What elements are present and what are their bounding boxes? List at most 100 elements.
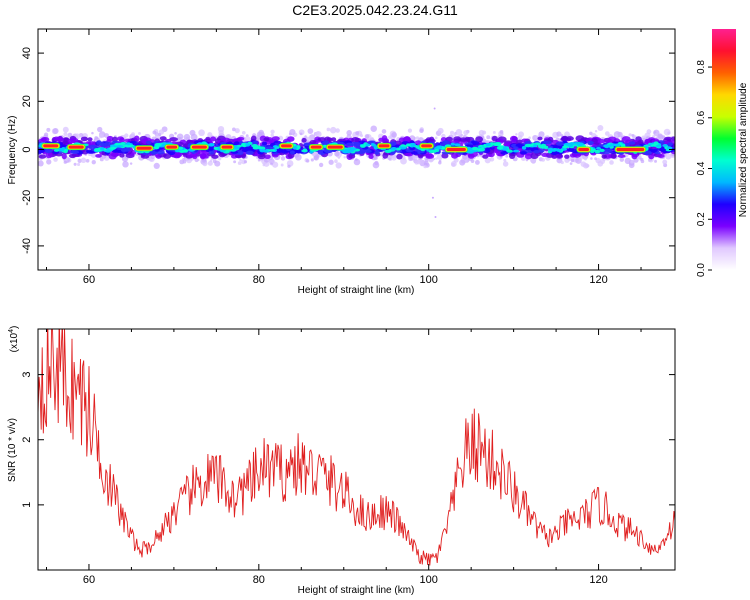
spectrogram-cell bbox=[647, 159, 651, 162]
spectrogram-cell bbox=[630, 160, 634, 164]
spectrogram-cell bbox=[201, 158, 207, 163]
spectrogram-cell bbox=[200, 153, 207, 159]
spectrogram-cell bbox=[415, 136, 420, 140]
spectrogram-cell bbox=[560, 160, 564, 165]
spectrogram-cell bbox=[239, 158, 242, 162]
spectrogram-cell bbox=[533, 144, 538, 148]
colorbar-tick-label: 0.8 bbox=[696, 60, 707, 74]
spectrogram-cell bbox=[368, 154, 374, 160]
spectrogram-cell bbox=[354, 158, 358, 162]
spectrogram-cell bbox=[241, 130, 246, 135]
spectrogram-cell bbox=[599, 148, 605, 152]
spectrogram-cell bbox=[270, 133, 274, 137]
colorbar-tick-label: 0.0 bbox=[696, 263, 707, 277]
spectrogram-cell bbox=[436, 153, 443, 160]
spectrogram-cell bbox=[425, 153, 433, 158]
spectrogram-cell bbox=[252, 146, 259, 150]
spectrogram-cell bbox=[261, 141, 268, 146]
spectrogram-cell bbox=[575, 135, 585, 142]
spectrogram-cell bbox=[307, 128, 314, 135]
spectrogram-cell bbox=[341, 149, 348, 153]
spectrogram-cell bbox=[610, 152, 617, 159]
spectrogram-cell bbox=[355, 131, 360, 136]
spectrogram-cell bbox=[459, 137, 468, 142]
spectrogram-cell bbox=[556, 148, 562, 153]
snr-xlabel: Height of straight line (km) bbox=[298, 585, 415, 596]
spectrogram-cell bbox=[257, 159, 261, 162]
spectrogram-cell bbox=[619, 157, 625, 162]
snr-xtick-label: 100 bbox=[420, 574, 438, 586]
spectrogram-cell bbox=[462, 154, 468, 160]
spectrogram-peak bbox=[578, 148, 590, 151]
spectrogram-cell bbox=[486, 135, 491, 140]
spectrogram-cell bbox=[437, 145, 442, 149]
spectrogram-ylabel: Frequency (Hz) bbox=[7, 116, 18, 185]
spectrogram-cell bbox=[381, 129, 387, 134]
spectrogram-cell bbox=[478, 129, 485, 136]
spectrogram-cell bbox=[234, 128, 240, 134]
spectrogram-cell bbox=[100, 147, 105, 151]
spectrogram-cell bbox=[419, 128, 424, 134]
spectrogram-cell bbox=[515, 133, 518, 136]
spectrogram-cell bbox=[44, 148, 53, 154]
spectrogram-cell bbox=[45, 151, 53, 159]
spectrogram-cell bbox=[163, 153, 172, 159]
spectrogram-cell bbox=[122, 161, 129, 168]
spectrogram-cell bbox=[169, 137, 179, 142]
spectrogram-cell bbox=[94, 148, 100, 152]
spectrogram-cell bbox=[540, 145, 546, 149]
spectrogram-cell bbox=[154, 145, 160, 150]
colorbar-tick-label: 0.4 bbox=[696, 161, 707, 175]
spectrogram-peak bbox=[221, 145, 233, 149]
spectrogram-cell bbox=[183, 149, 189, 153]
spectrogram-cell bbox=[653, 131, 657, 134]
spectrogram-cell bbox=[70, 150, 80, 154]
spectrogram-cell bbox=[62, 126, 69, 133]
spectrogram-cell bbox=[138, 131, 141, 135]
spectrogram-cell bbox=[655, 144, 662, 148]
spectrogram-cell bbox=[544, 140, 552, 145]
spectrogram-cell bbox=[498, 146, 503, 150]
spectrogram-cell bbox=[233, 146, 240, 150]
spectrogram-cell bbox=[516, 139, 523, 144]
spectrogram-cell bbox=[608, 136, 617, 143]
spectrogram-cell bbox=[586, 164, 590, 168]
spectrogram-cell bbox=[177, 136, 181, 141]
spectrogram-cell bbox=[407, 128, 413, 133]
spectrogram-cell bbox=[305, 159, 310, 163]
spectrogram-cell bbox=[438, 159, 442, 163]
spectrogram-cell bbox=[145, 140, 152, 145]
spectrogram-cell bbox=[547, 147, 554, 152]
snr-xtick-label: 60 bbox=[83, 574, 95, 586]
spectrogram-cell bbox=[134, 135, 140, 142]
spectrogram-cell bbox=[52, 128, 59, 134]
spectrogram-cell bbox=[360, 144, 366, 148]
spectrogram-cell bbox=[434, 157, 438, 160]
spectrogram-cell bbox=[371, 144, 377, 147]
spectrogram-cell bbox=[530, 152, 539, 160]
spectrogram-axes: 60 80 100 120 -40 -20 0 20 40 bbox=[21, 28, 676, 286]
spectrogram-cell bbox=[315, 130, 322, 138]
spectrogram-cell bbox=[390, 154, 397, 161]
spectrogram-cell bbox=[295, 153, 302, 161]
spectrogram-cell bbox=[596, 139, 606, 144]
spectrogram-cell bbox=[518, 131, 525, 138]
spectrogram-cell bbox=[159, 136, 167, 141]
spectrogram-cell bbox=[109, 144, 117, 148]
spectrogram-cell bbox=[241, 143, 246, 147]
spectrogram-cell bbox=[95, 153, 102, 158]
spectrogram-cell bbox=[317, 137, 327, 142]
spectrogram-cell bbox=[537, 136, 543, 141]
spectrogram-peak bbox=[421, 144, 432, 148]
spectrogram-cell bbox=[437, 127, 444, 134]
spectrogram-cell bbox=[373, 155, 378, 160]
spectrogram-cell bbox=[604, 131, 610, 136]
spectrogram-cell bbox=[528, 136, 531, 139]
spectrogram-cell bbox=[208, 150, 215, 155]
spectrogram-cell bbox=[428, 150, 434, 154]
spectrogram-peak bbox=[446, 148, 466, 151]
spectrogram-cell bbox=[453, 157, 459, 163]
spectrogram-cell bbox=[416, 159, 422, 165]
spectrogram-cell bbox=[594, 149, 601, 154]
spectrogram-cell bbox=[158, 132, 162, 137]
